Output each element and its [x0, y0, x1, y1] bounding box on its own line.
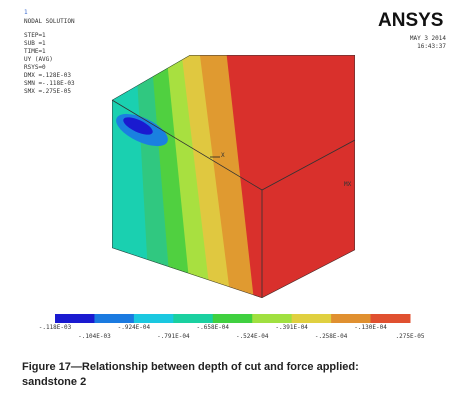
- header-line: RSYS=0: [24, 64, 46, 71]
- legend-band: [133, 314, 174, 323]
- legend-band: [173, 314, 214, 323]
- caption-line: Figure 17—Relationship between depth of …: [22, 361, 359, 373]
- legend: -.118E-03 -.104E-03 -.924E-04 -.791E-04 -.65…: [39, 314, 425, 340]
- legend-label: -.658E-04: [197, 324, 230, 331]
- legend-band: [291, 314, 332, 323]
- legend-label: .275E-05: [396, 333, 425, 340]
- legend-band: [212, 314, 253, 323]
- header-line: SMX =.275E-05: [24, 88, 71, 95]
- max-marker: MX: [344, 181, 352, 188]
- legend-label: -.258E-04: [315, 333, 348, 340]
- legend-label: -.118E-03: [39, 324, 72, 331]
- header-line: STEP=1: [24, 32, 46, 39]
- legend-band: [370, 314, 411, 323]
- contour-model: [112, 55, 355, 298]
- header-line: SMN =-.118E-03: [24, 80, 75, 87]
- header-line: UY (AVG): [24, 56, 53, 63]
- time: 16:43:37: [417, 43, 446, 50]
- date: MAY 3 2014: [410, 35, 447, 42]
- plot-title: NODAL SOLUTION: [24, 18, 75, 25]
- legend-band: [55, 314, 95, 323]
- legend-label: -.391E-04: [275, 324, 308, 331]
- caption-line: sandstone 2: [22, 376, 86, 388]
- header-line: DMX =.128E-03: [24, 72, 71, 79]
- axis-marker: X: [221, 152, 225, 159]
- legend-label: -.130E-04: [354, 324, 387, 331]
- legend-band: [252, 314, 293, 323]
- legend-label: -.104E-03: [78, 333, 111, 340]
- legend-label: -.524E-04: [236, 333, 269, 340]
- window-number: 1: [24, 9, 28, 16]
- legend-band: [94, 314, 135, 323]
- logo: ANSYS: [378, 10, 443, 31]
- legend-label: -.924E-04: [118, 324, 151, 331]
- legend-band: [331, 314, 372, 323]
- legend-label: -.791E-04: [157, 333, 190, 340]
- header-line: TIME=1: [24, 48, 46, 55]
- header-line: SUB =1: [24, 40, 46, 47]
